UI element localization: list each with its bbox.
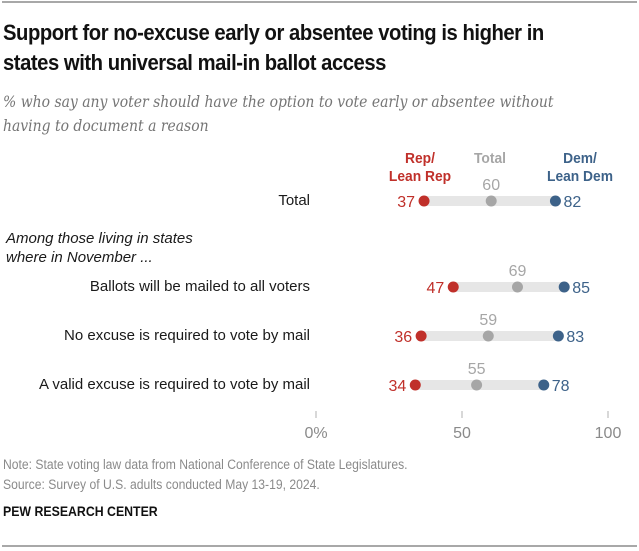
label-dem-no-excuse: 83	[566, 329, 584, 346]
dot-total-mailed-to-all	[511, 281, 523, 293]
bottom-rule	[2, 545, 637, 547]
x-tick-label-100: 100	[595, 425, 622, 442]
group-label-line1: Among those living in states	[6, 230, 193, 247]
label-dem-total: 82	[563, 194, 581, 211]
label-rep-valid-excuse: 34	[388, 378, 406, 395]
dot-dem-no-excuse	[552, 330, 564, 342]
label-total-mailed-to-all: 69	[509, 263, 527, 280]
pew-brand: PEW RESEARCH CENTER	[3, 503, 158, 519]
x-tick-label-0: 0%	[304, 425, 327, 442]
dot-rep-mailed-to-all	[447, 281, 459, 293]
legend-dem: Dem/ Lean Dem	[525, 150, 635, 186]
dot-dem-mailed-to-all	[558, 281, 570, 293]
group-label: Among those living in states where in No…	[6, 229, 193, 267]
dot-total-no-excuse	[482, 330, 494, 342]
dot-rep-valid-excuse	[409, 379, 421, 391]
dot-total-valid-excuse	[471, 379, 483, 391]
footer-source: Source: Survey of U.S. adults conducted …	[3, 477, 320, 492]
label-total-valid-excuse: 55	[468, 361, 486, 378]
range-bar-mailed-to-all	[453, 282, 565, 292]
top-rule	[2, 1, 637, 3]
dot-dem-total	[549, 195, 561, 207]
row-label-mailed-to-all: Ballots will be mailed to all voters	[89, 278, 310, 295]
chart-title: Support for no-excuse early or absentee …	[3, 20, 544, 75]
legend-rep-line1: Rep/	[405, 150, 435, 167]
chart-subtitle: % who say any voter should have the opti…	[3, 93, 554, 135]
label-rep-mailed-to-all: 47	[426, 280, 444, 297]
row-label-no-excuse: No excuse is required to vote by mail	[64, 327, 310, 344]
label-rep-no-excuse: 36	[394, 329, 412, 346]
legend-total-line1: Total	[474, 150, 506, 167]
label-dem-valid-excuse: 78	[552, 378, 570, 395]
footer-note: Note: State voting law data from Nationa…	[3, 457, 408, 472]
label-rep-total: 37	[397, 194, 415, 211]
dot-rep-total	[418, 195, 430, 207]
dot-dem-valid-excuse	[538, 379, 550, 391]
dot-rep-no-excuse	[415, 330, 427, 342]
row-label-valid-excuse: A valid excuse is required to vote by ma…	[39, 376, 310, 393]
legend-rep: Rep/ Lean Rep	[365, 150, 475, 186]
label-total-total: 60	[482, 177, 500, 194]
legend-dem-line1: Dem/	[563, 150, 597, 167]
legend-rep-line2: Lean Rep	[388, 168, 452, 185]
x-tick-label-50: 50	[453, 425, 471, 442]
dot-total-total	[485, 195, 497, 207]
legend-dem-line2: Lean Dem	[547, 168, 613, 185]
label-dem-mailed-to-all: 85	[572, 280, 590, 297]
legend-total: Total	[449, 150, 532, 168]
row-label-total: Total	[278, 192, 310, 209]
group-label-line2: where in November ...	[6, 249, 153, 266]
label-total-no-excuse: 59	[479, 312, 497, 329]
